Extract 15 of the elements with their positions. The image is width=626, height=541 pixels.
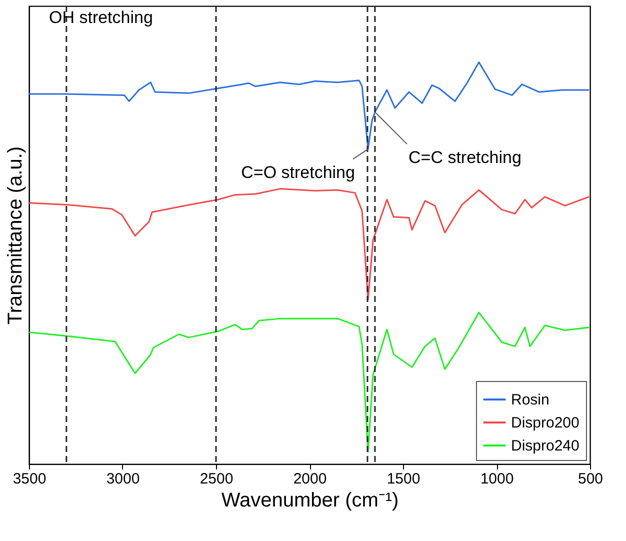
legend-label: Dispro200 xyxy=(511,414,580,432)
x-tick-label: 2500 xyxy=(200,470,234,488)
x-tick-label: 3500 xyxy=(12,470,46,488)
annotation: C=O stretching xyxy=(241,163,355,182)
x-tick-label: 1500 xyxy=(386,470,420,488)
x-tick-label: 500 xyxy=(578,470,604,488)
y-axis-title: Transmittance (a.u.) xyxy=(4,146,26,325)
x-tick-label: 1000 xyxy=(480,470,514,488)
legend-label: Dispro240 xyxy=(511,438,580,454)
x-tick-label: 3000 xyxy=(106,470,140,488)
annotation: C=C stretching xyxy=(408,148,522,168)
text: OH stretching xyxy=(49,8,153,27)
x-tick-label: 2000 xyxy=(293,470,327,488)
x-axis-title: Wavenumber (cm⁻¹) xyxy=(221,490,399,512)
legend-label: Rosin xyxy=(511,392,550,408)
